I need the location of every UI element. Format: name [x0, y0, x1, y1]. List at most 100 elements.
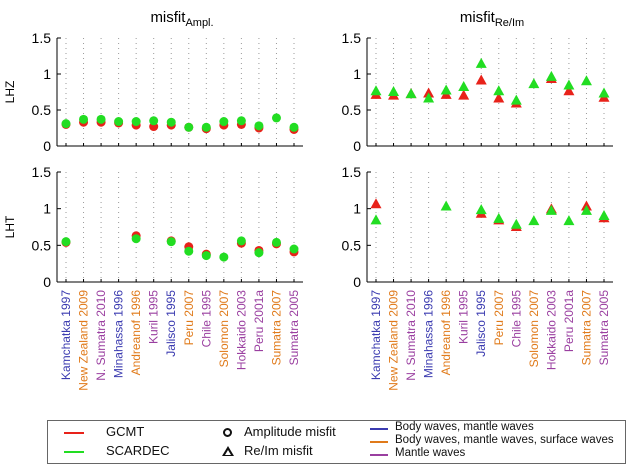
gcmt-point — [563, 85, 575, 96]
scardec-point — [440, 200, 452, 211]
scardec-point — [563, 79, 575, 90]
gcmt-swatch — [64, 432, 84, 434]
y-tick-label: 0.5 — [32, 237, 52, 253]
legend-amplitude-label: Amplitude misfit — [244, 424, 336, 439]
y-tick-label: 0 — [353, 274, 361, 290]
scardec-point — [423, 92, 435, 103]
scardec-point — [528, 215, 540, 226]
scardec-point — [510, 218, 522, 229]
legend-body-label: Body waves, mantle waves — [395, 421, 534, 433]
y-axis-label: LHZ — [3, 81, 17, 104]
legend-scardec-label: SCARDEC — [106, 443, 170, 458]
scardec-point — [184, 122, 194, 132]
x-tick-label: Solomon 2007 — [527, 290, 541, 368]
scardec-point — [580, 75, 592, 86]
scardec-point — [201, 251, 211, 261]
scardec-point — [114, 117, 124, 127]
y-tick-label: 1 — [43, 66, 51, 82]
x-tick-label: N. Sumatra 2010 — [94, 290, 108, 381]
gcmt-point — [475, 74, 487, 85]
y-tick-label: 1.5 — [342, 30, 362, 46]
triangle-marker-icon — [222, 446, 234, 456]
scardec-point — [475, 204, 487, 215]
y-tick-label: 1.5 — [342, 164, 362, 180]
mantle-swatch — [370, 454, 388, 456]
scardec-point — [79, 114, 89, 124]
scardec-point — [458, 80, 470, 91]
x-tick-label: Chile 1995 — [199, 290, 213, 348]
scardec-point — [131, 234, 141, 244]
x-tick-label: Kuril 1995 — [457, 290, 471, 344]
x-tick-label: Peru 2007 — [182, 290, 196, 346]
panel-title: misfitAmpl. — [150, 9, 213, 29]
scardec-point — [493, 85, 505, 96]
scardec-point — [201, 122, 211, 132]
gcmt-point — [370, 198, 382, 209]
x-tick-label: Hokkaido 2003 — [544, 290, 558, 370]
panel-title: misfitRe/Im — [460, 9, 524, 29]
scardec-point — [96, 114, 106, 124]
x-tick-label: Peru 2001a — [562, 290, 576, 352]
scardec-point — [149, 116, 159, 126]
x-tick-label: New Zealand 2009 — [77, 290, 91, 391]
x-tick-label: Chile 1995 — [509, 290, 523, 348]
scardec-point — [166, 117, 176, 127]
y-tick-label: 1 — [43, 201, 51, 217]
y-tick-label: 1.5 — [32, 164, 52, 180]
body-swatch — [370, 428, 388, 430]
x-tick-label: Minahassa 1996 — [422, 290, 436, 378]
x-tick-label: Andreanof 1996 — [129, 290, 143, 376]
scardec-point — [289, 122, 299, 132]
scardec-point — [254, 248, 264, 258]
y-tick-label: 1 — [353, 201, 361, 217]
circle-marker-icon — [223, 428, 232, 437]
legend-mantle-label: Mantle waves — [395, 447, 466, 459]
scardec-point — [493, 212, 505, 223]
x-tick-label: Peru 2001a — [252, 290, 266, 352]
x-tick-label: Andreanof 1996 — [439, 290, 453, 376]
x-tick-label: N. Sumatra 2010 — [404, 290, 418, 381]
x-tick-label: Kuril 1995 — [147, 290, 161, 344]
y-axis-label: LHT — [3, 215, 17, 238]
scardec-point — [61, 237, 71, 247]
scardec-point — [219, 117, 229, 127]
x-tick-label: New Zealand 2009 — [387, 290, 401, 391]
scardec-point — [131, 117, 141, 127]
scardec-point — [440, 84, 452, 95]
scardec-point — [289, 244, 299, 254]
scardec-point — [598, 210, 610, 220]
scardec-point — [545, 70, 557, 81]
scardec-point — [271, 113, 281, 123]
x-tick-label: Minahassa 1996 — [112, 290, 126, 378]
scardec-point — [236, 116, 246, 126]
scardec-point — [370, 85, 382, 96]
y-tick-label: 1 — [353, 66, 361, 82]
y-tick-label: 0 — [353, 138, 361, 154]
scardec-point — [166, 237, 176, 247]
x-tick-label: Sumatra 2005 — [597, 290, 611, 366]
x-tick-label: Sumatra 2007 — [269, 290, 283, 366]
legend-reim-label: Re/Im misfit — [244, 443, 313, 458]
scardec-point — [510, 94, 522, 105]
x-tick-label: Sumatra 2005 — [287, 290, 301, 366]
x-tick-label: Kamchatka 1997 — [59, 290, 73, 380]
x-tick-label: Jalisco 1995 — [164, 290, 178, 357]
scardec-point — [563, 215, 575, 226]
legend-gcmt-label: GCMT — [106, 424, 145, 439]
scardec-point — [545, 204, 557, 215]
legend: GCMT SCARDEC Amplitude misfit Re/Im misf… — [47, 420, 626, 464]
scardec-point — [475, 57, 487, 68]
y-tick-label: 1.5 — [32, 30, 52, 46]
scardec-point — [598, 87, 610, 98]
scardec-point — [61, 119, 71, 129]
scardec-point — [405, 88, 417, 99]
scardec-point — [271, 237, 281, 247]
gcmt-point — [458, 89, 470, 100]
x-tick-label: Solomon 2007 — [217, 290, 231, 368]
scardec-point — [219, 252, 229, 262]
body-surface-swatch — [370, 441, 388, 443]
scardec-point — [370, 214, 382, 225]
scardec-point — [528, 78, 540, 89]
scardec-point — [184, 246, 194, 256]
